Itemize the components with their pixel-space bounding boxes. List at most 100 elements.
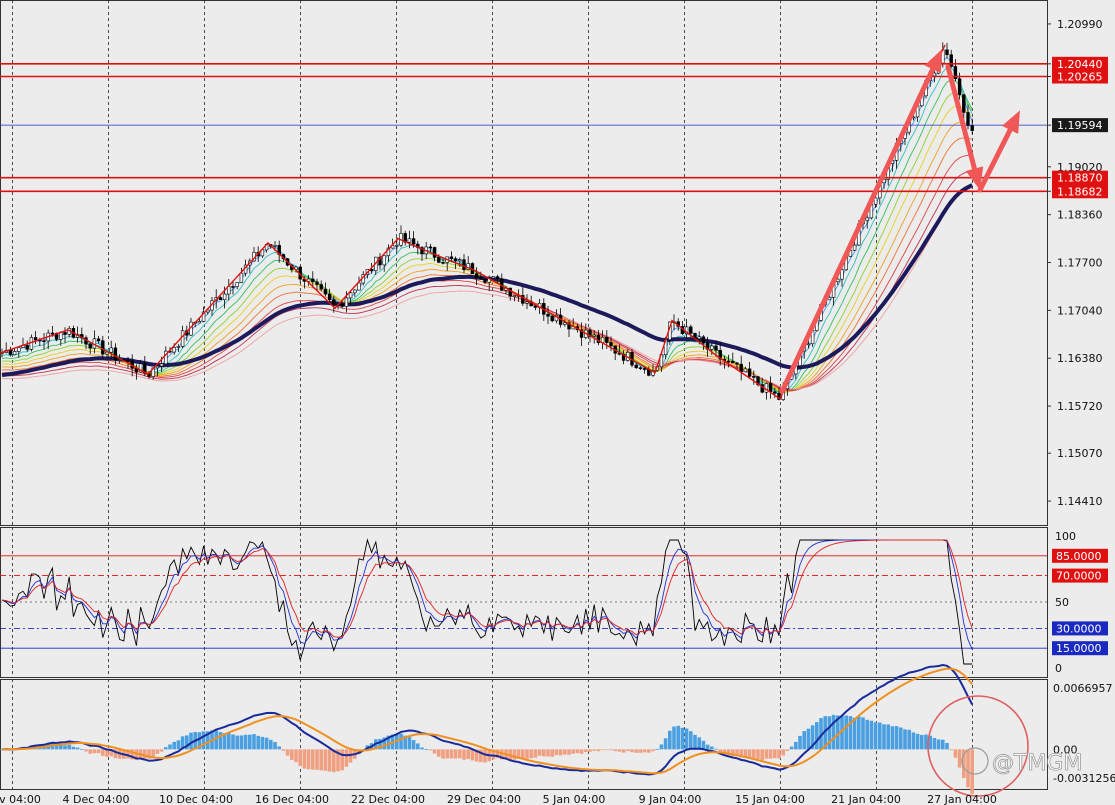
candle [634, 364, 638, 368]
price-tag [1052, 118, 1108, 133]
macd-bar [231, 734, 235, 750]
candle [348, 292, 353, 299]
candle [197, 321, 202, 324]
arrow-head [965, 166, 984, 190]
macd-bar [920, 734, 924, 750]
macd-bar [206, 731, 210, 750]
candle [739, 363, 743, 373]
macd-bar [710, 746, 714, 750]
macd-bar [432, 749, 437, 754]
candle [126, 359, 130, 362]
macd-bar [180, 736, 185, 750]
candle [449, 256, 454, 259]
macd-bar [659, 744, 664, 750]
candle [596, 334, 601, 343]
candle [579, 329, 584, 338]
candle [525, 301, 529, 304]
candle [840, 269, 844, 280]
macd-bar [571, 749, 575, 754]
macd-bar [680, 727, 685, 750]
candle [609, 342, 613, 347]
macd-bar [873, 722, 878, 750]
candle [638, 367, 643, 369]
macd-bar [911, 732, 916, 750]
macd-bar [613, 749, 617, 752]
macd-bar [483, 749, 487, 763]
candle [59, 332, 63, 340]
watermark: @TMGM [961, 747, 1083, 776]
candle [353, 289, 357, 294]
macd-bar [785, 749, 790, 751]
macd-bar [252, 734, 256, 750]
macd-bar [655, 748, 659, 750]
osc-level-label: 85.0000 [1056, 550, 1102, 563]
macd-bar [71, 746, 76, 750]
macd-bar [533, 749, 538, 758]
macd-bar [168, 744, 172, 750]
macd-bar [96, 749, 101, 754]
candle [138, 363, 143, 373]
candle [332, 299, 336, 306]
candle [432, 247, 437, 258]
macd-bar [172, 741, 176, 750]
y-tick-label: 1.15070 [1057, 447, 1103, 460]
macd-bar [819, 718, 823, 750]
candle [563, 322, 567, 325]
candle [50, 332, 55, 335]
macd-bar [248, 734, 252, 750]
candle [395, 244, 399, 247]
tmgm-logo-icon [961, 747, 989, 775]
macd-bar [84, 749, 88, 752]
macd-bar [151, 749, 155, 757]
macd-bar [407, 737, 412, 750]
candle [726, 360, 731, 363]
candle [218, 297, 223, 301]
macd-bar [899, 727, 903, 750]
candle [172, 347, 176, 353]
candle [319, 284, 323, 290]
macd-bar [554, 749, 559, 756]
macd-bar [949, 749, 953, 751]
macd-bar [600, 749, 605, 751]
ribbon-line [1, 137, 973, 392]
ribbon-line [1, 187, 973, 390]
candle [592, 334, 596, 337]
candle [411, 238, 416, 245]
macd-bar [59, 744, 63, 750]
macd-bar [378, 739, 382, 750]
macd-bar [428, 749, 433, 751]
macd-bar [113, 749, 118, 759]
macd-bar [642, 749, 647, 753]
candle [96, 338, 101, 342]
candle [327, 293, 332, 300]
macd-bar [689, 731, 693, 750]
candle [357, 282, 361, 291]
x-tick-label: 9 Jan 04:00 [639, 793, 702, 805]
candle [962, 94, 966, 113]
macd-bar [760, 749, 764, 761]
x-tick-label: 4 Dec 04:00 [63, 793, 130, 805]
macd-bar [319, 749, 323, 771]
macd-bar [882, 724, 886, 750]
macd-bar [155, 749, 160, 755]
osc-level-label: 15.0000 [1056, 642, 1102, 655]
macd-bar [411, 740, 416, 750]
macd-bar [605, 749, 609, 751]
macd-bar [773, 749, 777, 759]
candle [567, 322, 571, 330]
candle [953, 66, 958, 80]
macd-bar [701, 740, 706, 750]
candle [752, 376, 756, 378]
macd-bar [88, 749, 92, 754]
macd-bar [907, 729, 911, 750]
x-tick-label: 15 Jan 04:00 [735, 793, 805, 805]
macd-bar [735, 749, 739, 757]
candle [176, 346, 181, 348]
x-tick-label: 16 Dec 04:00 [255, 793, 329, 805]
macd-bar [470, 749, 475, 761]
candle [773, 391, 777, 394]
osc-level-tag [1052, 641, 1108, 656]
y-tick-label: 1.16380 [1057, 352, 1103, 365]
price-tag [1052, 184, 1108, 199]
